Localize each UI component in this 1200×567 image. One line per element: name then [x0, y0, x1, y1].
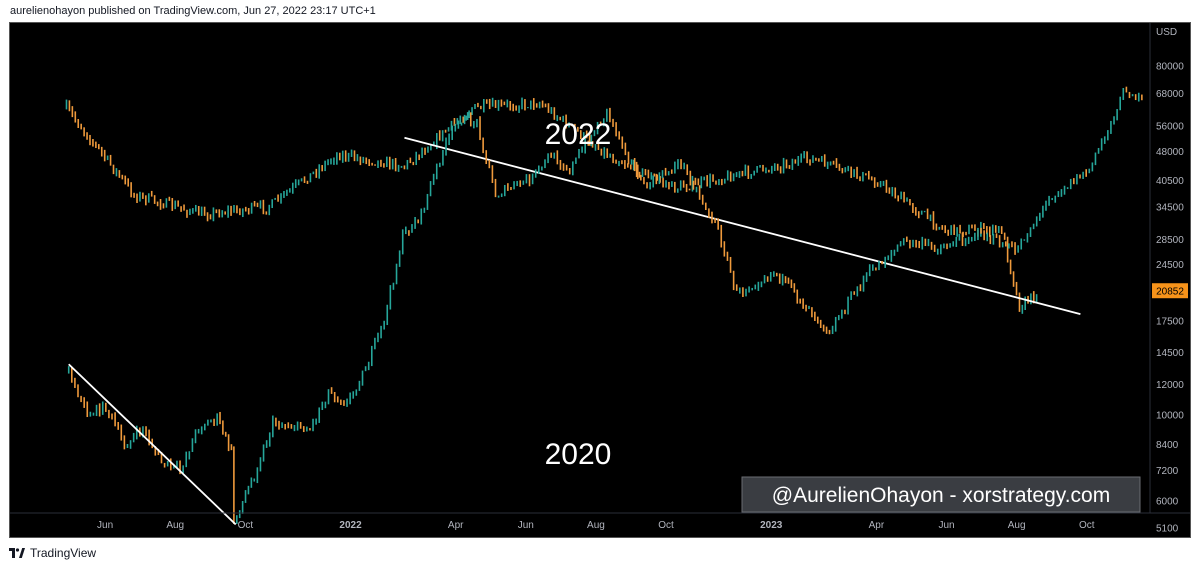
x-tick-label: Jun: [518, 520, 534, 531]
plot-layer: [65, 86, 1143, 526]
y-tick-label: 80000: [1156, 61, 1184, 72]
x-tick-label: Aug: [166, 520, 184, 531]
trendline-2022: [404, 136, 1081, 315]
current-price-tag: [1152, 283, 1188, 299]
x-tick-label: Aug: [1008, 520, 1026, 531]
footer-brand: TradingView: [30, 546, 97, 560]
y-tick-label: 7200: [1156, 466, 1179, 477]
x-tick-label: Aug: [587, 520, 605, 531]
y-tick-label: 48000: [1156, 147, 1184, 158]
x-tick-label: Jun: [97, 520, 113, 531]
y-tick-label: 5100: [1156, 524, 1179, 535]
x-tick-label: Apr: [869, 520, 885, 531]
x-tick-label: Apr: [448, 520, 464, 531]
y-tick-label: 28500: [1156, 235, 1184, 246]
y-tick-label: 14500: [1156, 348, 1184, 359]
y-tick-label: 24500: [1156, 260, 1184, 271]
annotation-2020: 2020: [545, 438, 612, 471]
x-tick-label: Jun: [938, 520, 954, 531]
y-tick-label: 68000: [1156, 89, 1184, 100]
footer: TradingView: [9, 545, 96, 561]
x-tick-label: Oct: [238, 520, 254, 531]
watermark-box: @AurelienOhayon - xorstrategy.com: [741, 476, 1141, 513]
y-tick-label: 8400: [1156, 440, 1179, 451]
y-tick-label: 17500: [1156, 317, 1184, 328]
axis-layer: USD 80000 68000 56000 48000 40500 34500 28500 24…: [10, 23, 1190, 535]
chart-area[interactable]: USD 80000 68000 56000 48000 40500 34500 28500 24…: [9, 22, 1191, 538]
publish-header: aurelienohayon published on TradingView.…: [10, 5, 376, 17]
x-tick-label: Oct: [658, 520, 674, 531]
currency-label: USD: [1156, 27, 1177, 38]
tradingview-logo-icon: [9, 548, 25, 558]
y-tick-label: 12000: [1156, 380, 1184, 391]
trendline-2020: [68, 363, 237, 526]
x-tick-label: Oct: [1079, 520, 1095, 531]
annotation-2022: 2022: [545, 118, 612, 151]
y-tick-label: 10000: [1156, 411, 1184, 422]
current-price-label: 20852: [1156, 287, 1184, 298]
y-tick-label: 56000: [1156, 121, 1184, 132]
label-layer: 2022 2020: [545, 118, 612, 471]
y-tick-label: 34500: [1156, 203, 1184, 214]
x-tick-label: 2022: [339, 520, 362, 531]
y-tick-label: 6000: [1156, 496, 1179, 507]
x-tick-label: 2023: [760, 520, 783, 531]
watermark-text: @AurelienOhayon - xorstrategy.com: [772, 484, 1110, 507]
price-chart[interactable]: USD 80000 68000 56000 48000 40500 34500 28500 24…: [10, 23, 1190, 537]
y-tick-label: 40500: [1156, 176, 1184, 187]
